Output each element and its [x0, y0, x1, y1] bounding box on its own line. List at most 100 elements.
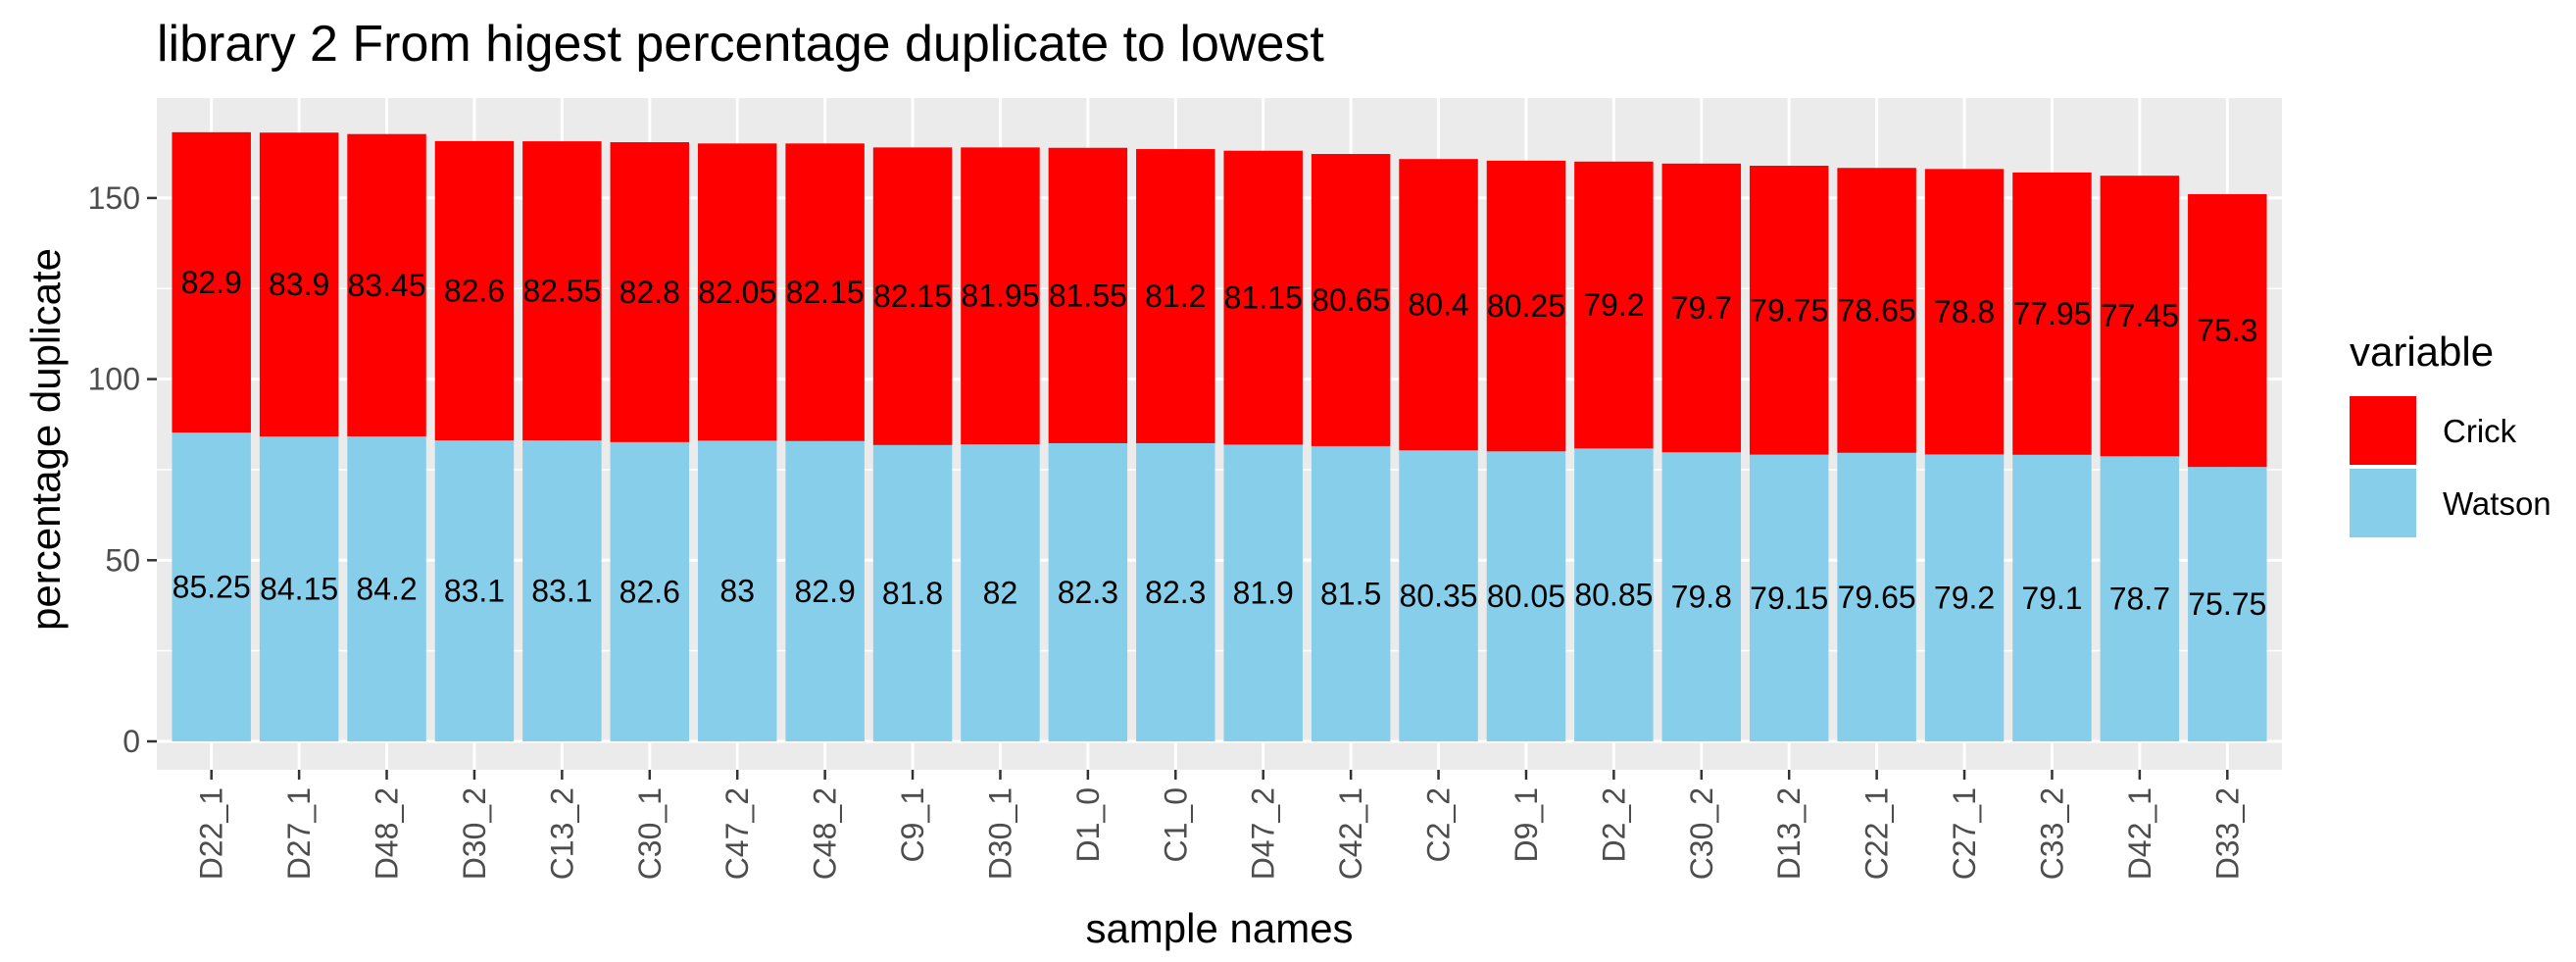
bar-watson — [1311, 445, 1391, 741]
x-tick-label: D30_2 — [457, 787, 492, 880]
x-tick-label: D42_1 — [2122, 787, 2157, 880]
legend-label-crick: Crick — [2443, 413, 2517, 449]
x-tick-label: D2_2 — [1596, 787, 1631, 863]
bar-watson — [2188, 467, 2267, 741]
x-tick-label: D48_2 — [370, 787, 405, 880]
data-label-watson: 79.8 — [1671, 580, 1732, 615]
data-label-watson: 80.35 — [1400, 579, 1478, 614]
data-label-watson: 82.6 — [619, 574, 680, 609]
data-label-watson: 82.3 — [1058, 575, 1118, 610]
data-label-crick: 81.15 — [1224, 280, 1303, 316]
chart-title: library 2 From higest percentage duplica… — [157, 16, 1324, 73]
x-tick-label: C48_2 — [808, 787, 843, 880]
bar-crick — [1661, 163, 1742, 453]
data-label-watson: 78.7 — [2109, 582, 2170, 617]
y-tick-label: 50 — [105, 542, 140, 578]
data-label-crick: 81.95 — [961, 278, 1039, 314]
data-labels: 85.25 82.9 84.15 83.9 84.2 83.45 83.1 82.6 83.1 8… — [173, 265, 2267, 622]
data-label-watson: 79.65 — [1838, 580, 1916, 615]
bar-watson — [259, 436, 339, 741]
data-label-watson: 84.15 — [260, 572, 338, 607]
x-tick-label: C2_2 — [1421, 787, 1457, 863]
bars — [172, 131, 2267, 741]
data-label-crick: 81.55 — [1049, 278, 1127, 313]
data-label-watson: 79.1 — [2021, 581, 2082, 616]
data-label-crick: 77.45 — [2101, 298, 2179, 333]
data-label-watson: 79.15 — [1750, 581, 1828, 616]
data-label-watson: 80.85 — [1574, 578, 1653, 613]
data-label-crick: 80.25 — [1487, 288, 1565, 324]
data-label-crick: 83.45 — [348, 268, 426, 303]
bar-crick — [1837, 168, 1916, 453]
x-tick-label: D47_2 — [1246, 787, 1281, 880]
data-label-watson: 82.3 — [1145, 575, 1206, 610]
bar-watson — [172, 432, 251, 741]
bar-crick — [2012, 172, 2092, 455]
data-label-crick: 82.55 — [522, 274, 601, 309]
bar-crick — [2188, 194, 2267, 468]
data-label-watson: 75.75 — [2188, 586, 2266, 622]
data-label-watson: 80.05 — [1487, 579, 1565, 614]
x-axis: D22_1 D27_1 D48_2 D30_2 C13_2 C30_1 C47_2 C48_2… — [194, 770, 2245, 880]
legend-key-watson — [2350, 469, 2416, 537]
data-label-watson: 83.1 — [444, 574, 505, 609]
bar-crick — [1399, 159, 1478, 451]
bar-watson — [610, 441, 690, 741]
x-tick-label: C30_1 — [632, 787, 668, 880]
data-label-crick: 83.9 — [269, 267, 329, 302]
data-label-crick: 80.4 — [1408, 287, 1468, 323]
bar-watson — [347, 435, 426, 741]
data-label-crick: 79.2 — [1583, 287, 1644, 323]
x-tick-label: C27_1 — [1947, 787, 1982, 880]
bar-watson — [1661, 452, 1742, 741]
bar-watson — [1749, 454, 1829, 741]
x-tick-label: C47_2 — [719, 787, 755, 880]
bar-crick — [610, 142, 690, 442]
x-tick-label: D22_1 — [194, 787, 229, 880]
x-tick-label: D30_1 — [982, 787, 1017, 880]
data-label-crick: 79.75 — [1750, 292, 1828, 328]
data-label-crick: 82.8 — [619, 275, 680, 310]
bar-watson — [697, 440, 777, 741]
bar-crick — [259, 132, 339, 437]
bar-crick — [1136, 149, 1215, 443]
x-tick-label: D9_1 — [1509, 787, 1544, 863]
x-tick-label: D27_1 — [281, 787, 317, 880]
data-label-watson: 82.9 — [794, 574, 855, 609]
x-tick-label: C42_1 — [1333, 787, 1368, 880]
data-label-watson: 85.25 — [173, 570, 251, 605]
bar-watson — [1223, 444, 1303, 741]
bar-crick — [961, 147, 1040, 445]
bar-crick — [172, 131, 251, 433]
bar-crick — [1223, 150, 1303, 445]
data-label-crick: 77.95 — [2012, 296, 2091, 331]
bar-watson — [1486, 451, 1566, 741]
data-label-watson: 82 — [983, 576, 1018, 611]
bar-crick — [434, 140, 515, 441]
bar-watson — [1136, 442, 1215, 741]
x-tick-label: C22_1 — [1859, 787, 1895, 880]
bar-crick — [872, 147, 953, 445]
bar-watson — [785, 440, 865, 741]
y-axis: 0 50 100 150 — [88, 180, 157, 759]
bar-watson — [2100, 456, 2180, 741]
bar-crick — [1048, 147, 1128, 443]
bar-watson — [1399, 450, 1478, 741]
bar-crick — [522, 141, 602, 441]
y-tick-label: 150 — [88, 180, 140, 216]
bar-crick — [697, 143, 777, 441]
bar-watson — [872, 444, 953, 741]
x-axis-title: sample names — [1085, 905, 1353, 951]
data-label-crick: 82.9 — [181, 265, 242, 300]
bar-watson — [522, 440, 602, 741]
data-label-crick: 82.6 — [444, 273, 505, 308]
data-label-watson: 81.8 — [882, 576, 943, 611]
x-tick-label: C1_0 — [1158, 787, 1193, 863]
bar-watson — [961, 444, 1040, 741]
data-label-watson: 81.9 — [1233, 576, 1294, 611]
y-axis-title: percentage duplicate — [23, 248, 69, 631]
data-label-watson: 83 — [719, 574, 755, 609]
data-label-watson: 79.2 — [1934, 581, 1995, 616]
x-tick-label: C9_1 — [895, 787, 930, 863]
